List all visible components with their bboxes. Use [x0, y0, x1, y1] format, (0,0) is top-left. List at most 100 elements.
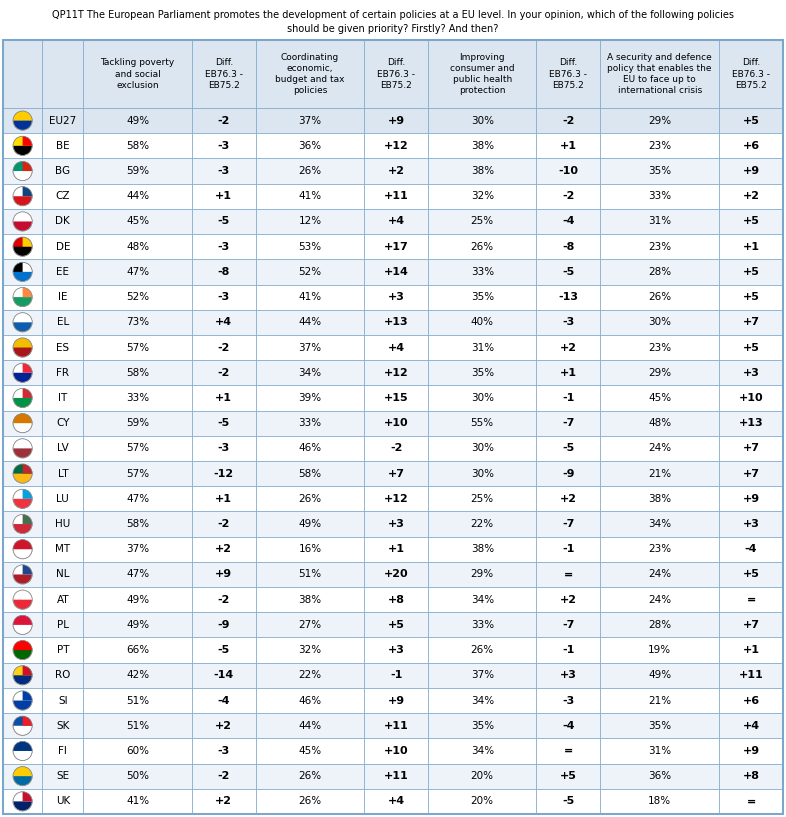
- Bar: [364, 158, 428, 184]
- Wedge shape: [13, 741, 32, 751]
- Bar: [536, 511, 601, 537]
- Text: +2: +2: [387, 166, 405, 176]
- Bar: [719, 133, 783, 158]
- Text: +5: +5: [560, 771, 577, 781]
- Text: +1: +1: [743, 645, 759, 655]
- Bar: [83, 713, 192, 739]
- Text: 53%: 53%: [299, 242, 321, 252]
- Text: 34%: 34%: [299, 368, 321, 377]
- Bar: [42, 764, 83, 788]
- Text: +4: +4: [387, 342, 405, 353]
- Bar: [255, 259, 364, 284]
- Text: -14: -14: [214, 670, 234, 681]
- Text: +2: +2: [560, 493, 577, 504]
- Bar: [83, 386, 192, 411]
- Bar: [428, 587, 536, 612]
- Bar: [255, 158, 364, 184]
- Text: should be given priority? Firstly? And then?: should be given priority? Firstly? And t…: [288, 24, 498, 34]
- Bar: [255, 663, 364, 688]
- Text: EU27: EU27: [50, 116, 76, 126]
- Bar: [3, 788, 42, 814]
- Text: 31%: 31%: [471, 342, 494, 353]
- Bar: [255, 335, 364, 360]
- Bar: [255, 587, 364, 612]
- Wedge shape: [13, 641, 32, 650]
- Bar: [601, 158, 719, 184]
- Text: 35%: 35%: [648, 721, 671, 730]
- Text: 33%: 33%: [471, 267, 494, 277]
- Text: +4: +4: [387, 217, 405, 226]
- Bar: [255, 637, 364, 663]
- Bar: [42, 209, 83, 234]
- Text: EE: EE: [57, 267, 69, 277]
- Text: 59%: 59%: [126, 418, 149, 428]
- Text: -2: -2: [218, 342, 230, 353]
- Text: LV: LV: [57, 444, 68, 453]
- Text: +11: +11: [384, 191, 409, 201]
- Text: 44%: 44%: [299, 317, 321, 328]
- Text: 42%: 42%: [126, 670, 149, 681]
- Bar: [536, 435, 601, 461]
- Text: 19%: 19%: [648, 645, 671, 655]
- Bar: [536, 537, 601, 562]
- Bar: [42, 335, 83, 360]
- Bar: [255, 713, 364, 739]
- Text: 37%: 37%: [471, 670, 494, 681]
- Bar: [83, 663, 192, 688]
- Text: 57%: 57%: [126, 342, 149, 353]
- Circle shape: [13, 338, 32, 357]
- Bar: [42, 435, 83, 461]
- Text: -2: -2: [562, 191, 575, 201]
- Text: -3: -3: [218, 746, 230, 756]
- Text: 41%: 41%: [299, 292, 321, 302]
- Bar: [536, 158, 601, 184]
- Bar: [255, 788, 364, 814]
- Wedge shape: [23, 792, 32, 801]
- Text: RO: RO: [55, 670, 71, 681]
- Text: 49%: 49%: [299, 519, 321, 529]
- Bar: [192, 511, 255, 537]
- Bar: [42, 612, 83, 637]
- Circle shape: [13, 413, 32, 433]
- Bar: [536, 663, 601, 688]
- Bar: [428, 386, 536, 411]
- Bar: [364, 713, 428, 739]
- Bar: [42, 663, 83, 688]
- Bar: [719, 284, 783, 310]
- Text: -2: -2: [218, 368, 230, 377]
- Text: BG: BG: [55, 166, 71, 176]
- Text: 35%: 35%: [471, 368, 494, 377]
- Bar: [719, 788, 783, 814]
- Bar: [364, 739, 428, 764]
- Text: 38%: 38%: [471, 166, 494, 176]
- Bar: [255, 486, 364, 511]
- Bar: [3, 713, 42, 739]
- Text: Tackling poverty
and social
exclusion: Tackling poverty and social exclusion: [101, 58, 174, 90]
- Text: 30%: 30%: [471, 116, 494, 126]
- Bar: [719, 259, 783, 284]
- Text: UK: UK: [56, 797, 70, 806]
- Text: 29%: 29%: [471, 569, 494, 579]
- Bar: [192, 788, 255, 814]
- Text: +1: +1: [560, 368, 577, 377]
- Bar: [255, 537, 364, 562]
- Bar: [3, 284, 42, 310]
- Text: +6: +6: [743, 141, 759, 151]
- Wedge shape: [13, 364, 32, 373]
- Text: 36%: 36%: [299, 141, 321, 151]
- Wedge shape: [23, 565, 32, 574]
- Bar: [255, 739, 364, 764]
- Bar: [255, 133, 364, 158]
- Text: 21%: 21%: [648, 695, 671, 706]
- Circle shape: [13, 590, 32, 609]
- Bar: [255, 40, 364, 108]
- Bar: [536, 612, 601, 637]
- Bar: [3, 360, 42, 386]
- Text: +13: +13: [384, 317, 409, 328]
- Bar: [428, 562, 536, 587]
- Bar: [83, 486, 192, 511]
- Text: 26%: 26%: [299, 493, 321, 504]
- Bar: [536, 788, 601, 814]
- Text: 38%: 38%: [648, 493, 671, 504]
- Text: 23%: 23%: [648, 544, 671, 554]
